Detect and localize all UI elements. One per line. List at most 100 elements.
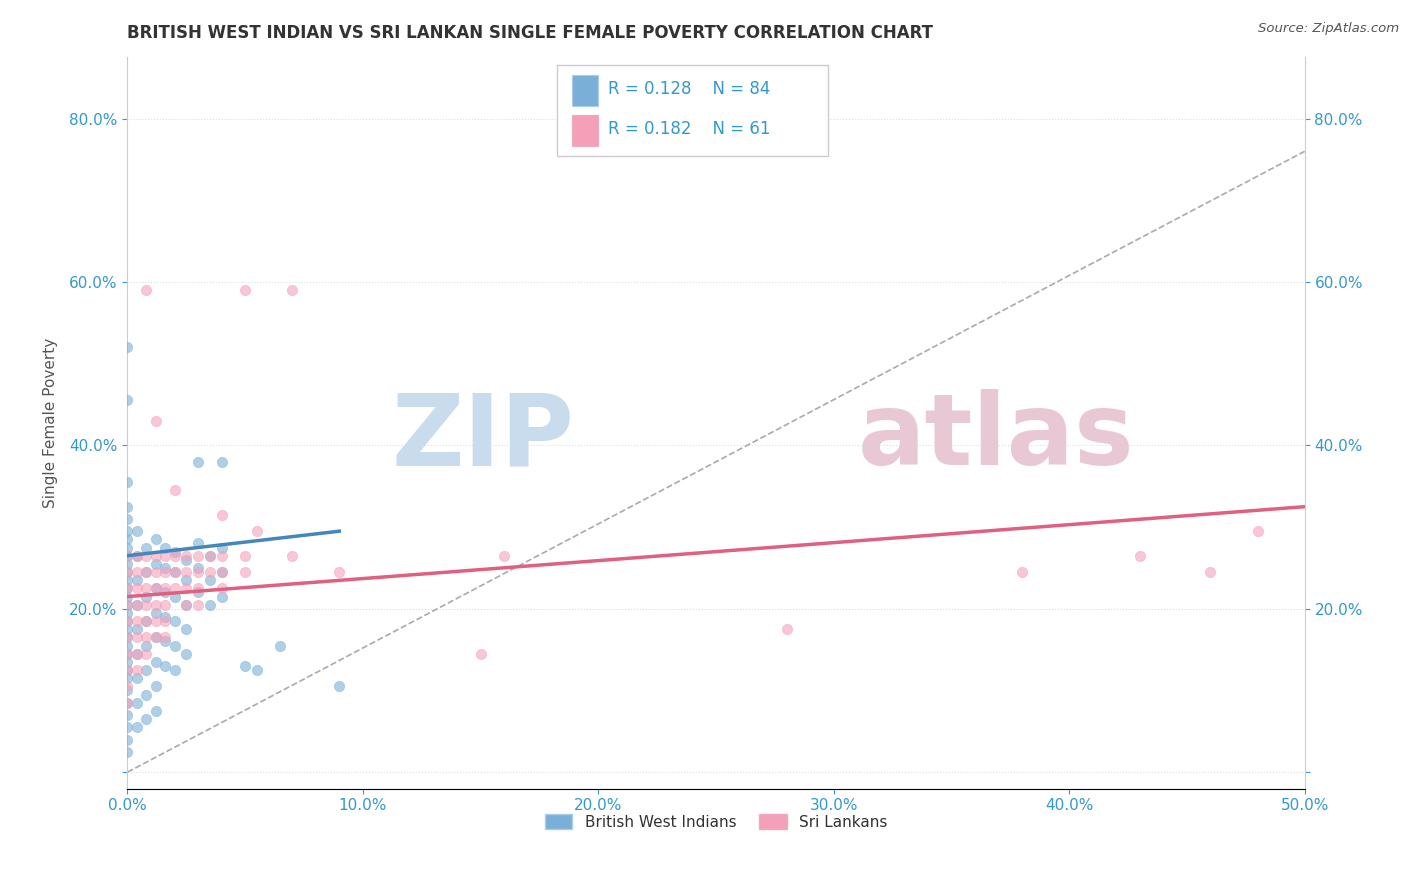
Point — [135, 614, 157, 628]
Point — [117, 614, 139, 628]
Point — [187, 582, 209, 596]
Point — [117, 500, 139, 514]
Point — [211, 590, 233, 604]
Point — [198, 549, 221, 563]
Point — [163, 590, 186, 604]
Point — [153, 614, 176, 628]
Point — [117, 614, 139, 628]
Point — [233, 549, 256, 563]
Point — [135, 541, 157, 555]
Point — [117, 655, 139, 669]
Point — [117, 647, 139, 661]
Point — [117, 639, 139, 653]
Point — [176, 622, 198, 636]
Point — [135, 688, 157, 702]
Point — [125, 598, 148, 612]
Point — [153, 585, 176, 599]
Point — [135, 549, 157, 563]
Point — [328, 680, 350, 694]
Point — [135, 647, 157, 661]
Point — [117, 557, 139, 571]
Point — [163, 565, 186, 579]
Point — [187, 585, 209, 599]
Point — [117, 340, 139, 354]
Point — [176, 598, 198, 612]
Point — [1129, 549, 1152, 563]
Point — [135, 639, 157, 653]
Point — [117, 533, 139, 547]
Y-axis label: Single Female Poverty: Single Female Poverty — [44, 338, 58, 508]
Point — [328, 565, 350, 579]
Point — [117, 524, 139, 539]
Point — [125, 671, 148, 685]
Point — [117, 582, 139, 596]
Point — [176, 647, 198, 661]
Point — [145, 631, 167, 645]
Point — [198, 573, 221, 587]
Point — [163, 639, 186, 653]
Point — [163, 483, 186, 498]
Point — [135, 590, 157, 604]
Point — [135, 663, 157, 677]
Point — [125, 622, 148, 636]
Point — [117, 606, 139, 620]
Point — [233, 283, 256, 297]
Point — [198, 598, 221, 612]
Point — [153, 561, 176, 575]
Point — [269, 639, 291, 653]
Point — [163, 582, 186, 596]
Point — [233, 659, 256, 673]
Point — [125, 720, 148, 734]
Point — [145, 582, 167, 596]
Point — [176, 565, 198, 579]
Point — [117, 696, 139, 710]
Text: Source: ZipAtlas.com: Source: ZipAtlas.com — [1258, 22, 1399, 36]
Point — [125, 582, 148, 596]
Point — [125, 565, 148, 579]
Point — [233, 565, 256, 579]
Point — [187, 598, 209, 612]
Point — [153, 541, 176, 555]
Point — [117, 708, 139, 723]
Point — [470, 647, 492, 661]
Point — [117, 549, 139, 563]
Point — [117, 598, 139, 612]
Point — [125, 573, 148, 587]
Point — [117, 720, 139, 734]
Point — [145, 655, 167, 669]
Point — [153, 598, 176, 612]
Point — [211, 508, 233, 522]
Point — [176, 553, 198, 567]
Point — [145, 565, 167, 579]
Point — [187, 565, 209, 579]
Point — [117, 598, 139, 612]
Point — [135, 712, 157, 726]
Point — [153, 582, 176, 596]
Point — [176, 573, 198, 587]
Point — [117, 663, 139, 677]
Point — [117, 647, 139, 661]
Point — [125, 549, 148, 563]
Legend: British West Indians, Sri Lankans: British West Indians, Sri Lankans — [538, 807, 893, 836]
Point — [163, 614, 186, 628]
Point — [211, 565, 233, 579]
Point — [117, 565, 139, 579]
Point — [211, 565, 233, 579]
Point — [176, 549, 198, 563]
Point — [153, 565, 176, 579]
Point — [145, 582, 167, 596]
Point — [117, 683, 139, 698]
Point — [145, 557, 167, 571]
Point — [153, 631, 176, 645]
Point — [117, 622, 139, 636]
Point — [117, 663, 139, 677]
Bar — [572, 76, 599, 106]
Point — [145, 414, 167, 428]
Point — [211, 541, 233, 555]
Point — [135, 565, 157, 579]
Text: BRITISH WEST INDIAN VS SRI LANKAN SINGLE FEMALE POVERTY CORRELATION CHART: BRITISH WEST INDIAN VS SRI LANKAN SINGLE… — [128, 24, 934, 42]
Point — [187, 455, 209, 469]
Point — [494, 549, 516, 563]
Point — [125, 647, 148, 661]
Point — [125, 663, 148, 677]
